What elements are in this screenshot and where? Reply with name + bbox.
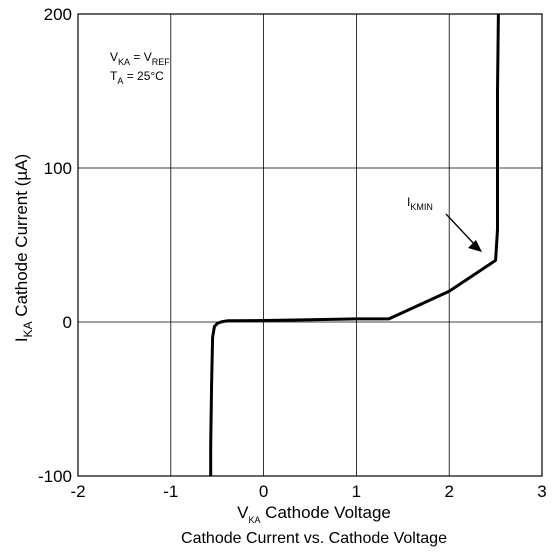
condition-ta-main: T (110, 69, 118, 83)
y-tick-label: -100 (38, 467, 72, 486)
chart-title: Cathode Current vs. Cathode Voltage (181, 530, 447, 547)
condition-ta-mid: = 25°C (123, 69, 164, 83)
test-conditions: VKA = VREF TA = 25°C (110, 50, 170, 86)
condition-vka-sub: KA (118, 57, 130, 67)
y-tick-label: 200 (44, 5, 72, 24)
plot-frame (77, 13, 543, 477)
x-tick-label: 1 (352, 482, 361, 501)
condition-vka-mid: = V (130, 50, 152, 64)
y-tick-label: 100 (44, 159, 72, 178)
ikmin-label-main: I (407, 195, 410, 209)
y-tick-label: 0 (63, 313, 72, 332)
x-axis-label-main: V (237, 503, 249, 522)
x-tick-label: -1 (163, 482, 178, 501)
condition-vka-main: V (110, 50, 118, 64)
y-axis-label-rest: Cathode Current (µA) (12, 154, 31, 322)
x-tick-label: -2 (70, 482, 85, 501)
x-tick-labels: -2 -1 0 1 2 3 (70, 482, 546, 501)
ikmin-label-sub: KMIN (410, 202, 433, 212)
x-tick-label: 3 (537, 482, 546, 501)
x-tick-label: 0 (259, 482, 268, 501)
y-axis-label-main: I (12, 337, 31, 342)
y-axis-label-sub: KA (21, 321, 35, 337)
x-axis-label: VKA Cathode Voltage (237, 503, 391, 525)
cathode-current-curve (209, 13, 500, 476)
ikmin-arrow-head (468, 240, 482, 252)
ikmin-arrow-line (445, 213, 477, 247)
condition-ta-sub: A (117, 76, 123, 86)
plot-border (77, 13, 543, 477)
condition-vka-sub2: REF (152, 57, 171, 67)
condition-ta: TA = 25°C (110, 69, 164, 86)
ikmin-annotation: IKMIN (407, 195, 482, 252)
series-lines (209, 13, 500, 476)
x-axis-label-sub: KA (248, 515, 260, 525)
x-axis-label-rest: Cathode Voltage (260, 503, 390, 522)
ikmin-label: IKMIN (407, 195, 433, 212)
condition-vka: VKA = VREF (110, 50, 170, 67)
x-tick-label: 2 (444, 482, 453, 501)
y-axis-label: IKA Cathode Current (µA) (12, 154, 35, 342)
y-tick-labels: -100 0 100 200 (38, 5, 72, 486)
